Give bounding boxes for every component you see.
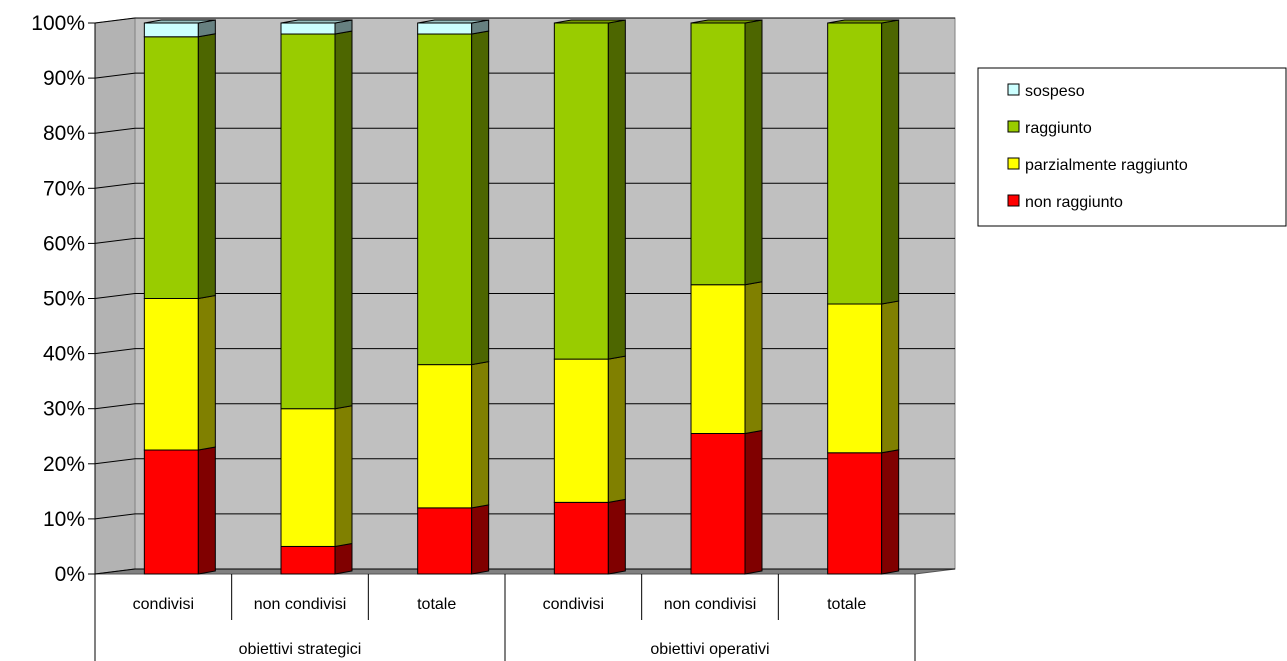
y-tick-label: 10% — [43, 508, 85, 531]
bar-segment — [143, 449, 199, 575]
bar-segment — [143, 298, 199, 451]
gridline — [94, 127, 955, 134]
bar-segment-side — [197, 33, 216, 300]
category-label: non condivisi — [254, 596, 347, 613]
bar-segment — [827, 452, 883, 575]
legend-label: raggiunto — [1025, 120, 1092, 137]
bar-segment-side — [744, 19, 763, 286]
y-tick-label: 80% — [43, 122, 85, 145]
bar-segment-side — [197, 294, 216, 451]
group-label: obiettivi operativi — [650, 641, 769, 658]
bar-segment — [553, 358, 609, 503]
category-label: condivisi — [133, 596, 194, 613]
bar-segment-side — [471, 30, 490, 366]
y-tick-label: 0% — [55, 563, 85, 586]
bar-segment — [827, 303, 883, 454]
y-tick-label: 50% — [43, 288, 85, 311]
bar-segment-side — [607, 355, 626, 503]
bar-segment-side — [744, 429, 763, 575]
gridline — [94, 182, 955, 189]
gridline — [94, 72, 955, 79]
bar-segment-side — [334, 405, 353, 548]
bar-segment-top — [554, 19, 626, 24]
legend-label: non raggiunto — [1025, 194, 1123, 211]
bar-segment-side — [881, 300, 900, 454]
gridline — [94, 348, 955, 355]
bar-segment-top — [280, 19, 353, 24]
bar-segment-side — [471, 361, 490, 509]
gridline — [94, 403, 955, 410]
bar-segment — [690, 432, 746, 575]
bar-segment — [417, 364, 473, 509]
y-tick-label: 90% — [43, 67, 85, 90]
category-label: totale — [417, 596, 456, 613]
gridline — [94, 458, 955, 465]
bar-segment-top — [690, 19, 763, 24]
bar-segment-side — [881, 19, 900, 305]
bar-segment — [280, 408, 336, 547]
category-label: condivisi — [543, 596, 604, 613]
gridline — [94, 17, 955, 24]
y-tick-label: 20% — [43, 453, 85, 476]
gridline — [94, 293, 955, 299]
floor — [94, 568, 956, 575]
bar-segment-top — [827, 19, 899, 24]
bar-segment-top — [144, 19, 216, 24]
group-label: obiettivi strategici — [239, 641, 362, 658]
bar-segment — [690, 22, 746, 286]
bar-segment-side — [471, 504, 490, 575]
bar-segment — [143, 36, 199, 300]
category-label: non condivisi — [664, 596, 757, 613]
bar-segment — [143, 22, 199, 38]
bar-segment — [280, 22, 336, 35]
y-tick-label: 30% — [43, 398, 85, 421]
bar-segment-side — [197, 446, 216, 575]
bar-segment — [553, 22, 609, 360]
y-tick-label: 60% — [43, 232, 85, 255]
bar-segment — [553, 501, 609, 575]
gridline — [94, 513, 955, 520]
bar-segment — [417, 33, 473, 366]
legend-swatch — [1007, 120, 1020, 133]
legend-swatch — [1007, 194, 1020, 207]
gridline — [94, 237, 955, 244]
y-tick-label: 40% — [43, 343, 85, 366]
bar-segment-side — [881, 449, 900, 575]
legend-box — [977, 67, 1287, 227]
bar-segment-side — [744, 281, 763, 435]
legend-swatch — [1007, 83, 1020, 96]
bar-segment-side — [334, 542, 353, 575]
bar-segment — [417, 507, 473, 575]
y-tick-label: 70% — [43, 177, 85, 200]
legend-label: parzialmente raggiunto — [1025, 157, 1188, 174]
legend-label: sospeso — [1025, 83, 1085, 100]
gridline — [94, 568, 955, 575]
bar-segment — [690, 284, 746, 434]
y-tick-label: 100% — [31, 12, 85, 35]
bar-segment-side — [607, 19, 626, 360]
bar-segment — [827, 22, 883, 305]
bar-segment — [417, 22, 473, 35]
category-label: totale — [827, 596, 866, 613]
legend-swatch — [1007, 157, 1020, 170]
bar-segment-side — [334, 30, 353, 410]
bar-segment-side — [607, 498, 626, 575]
bar-segment-top — [417, 19, 489, 24]
bar-segment — [280, 33, 336, 410]
bar-segment — [280, 545, 336, 575]
